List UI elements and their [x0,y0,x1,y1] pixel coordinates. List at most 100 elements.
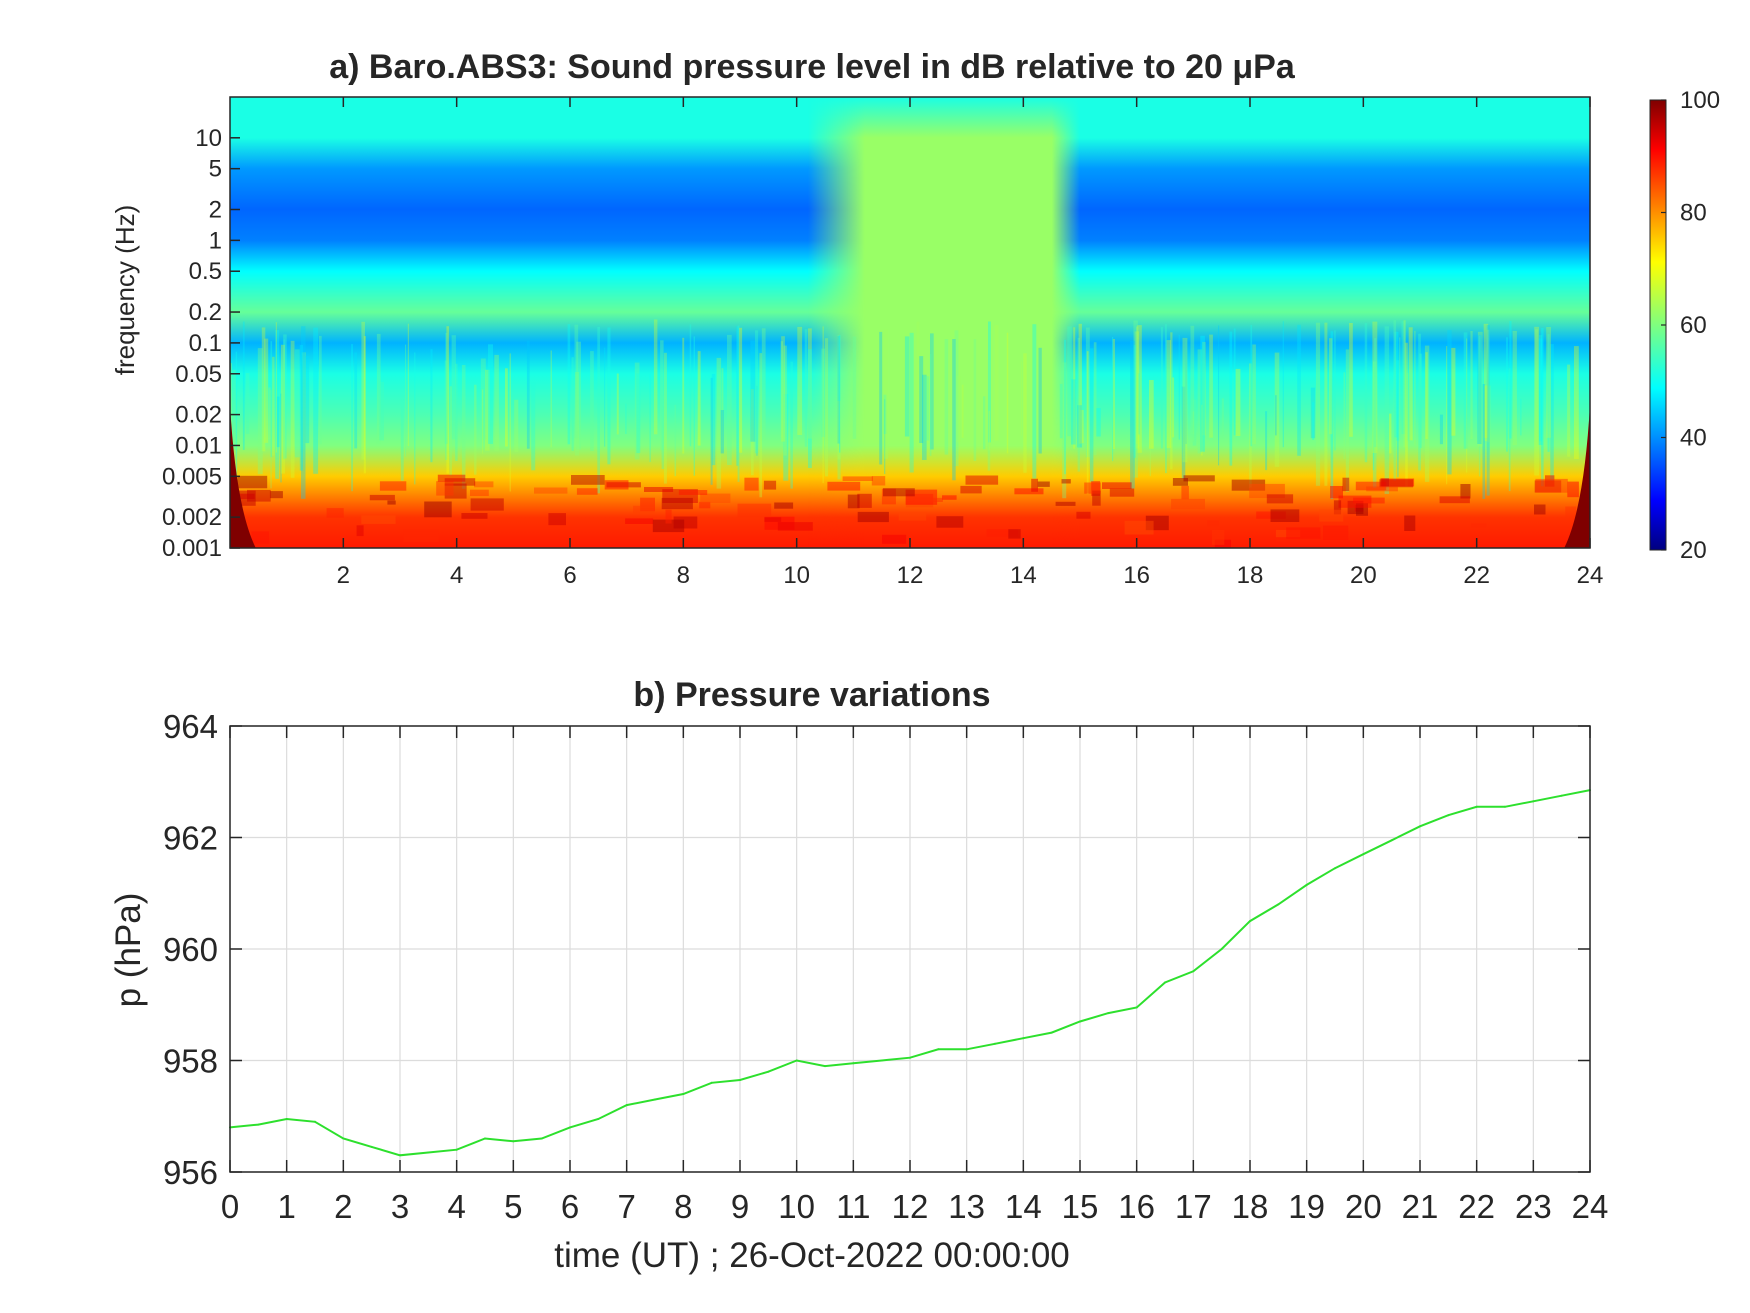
spectrogram-streak [1209,334,1213,438]
pressure-point [427,1151,430,1154]
pressure-x-tick-label: 1 [277,1188,295,1225]
pressure-point [795,1059,798,1062]
spectrogram-y-tick-label: 0.2 [189,299,222,326]
spectrogram-streak [653,319,658,435]
pressure-point [824,1065,826,1068]
pressure-point [484,1137,486,1140]
spectrogram-streak [1218,325,1220,466]
spectrogram-streak [634,362,640,460]
spectrogram-streak [451,335,456,440]
spectrogram-patch [936,516,964,528]
spectrogram-streak [1393,320,1397,481]
spectrogram-streak [1096,408,1101,437]
spectrogram-patch [652,519,685,533]
pressure-point [1362,853,1365,856]
pressure-point [399,1154,401,1157]
spectrogram-patch [1266,494,1294,504]
pressure-point [1135,1006,1138,1009]
spectrogram-patch [1567,481,1579,498]
spectrogram-patch [857,493,872,508]
pressure-y-label: p (hPa) [109,893,148,1008]
pressure-y-axis: 956 958 960 962 964 [163,708,1590,1191]
spectrogram-patch [633,505,655,514]
spectrogram-streak [783,394,789,481]
spectrogram-patch [470,498,504,511]
spectrogram-streak [1399,337,1401,440]
spectrogram-streak [682,337,685,454]
spectrogram-streak [1466,338,1468,473]
spectrogram-y-tick-label: 0.1 [189,330,222,357]
spectrogram-streak [649,374,651,462]
pressure-point [654,1098,656,1101]
pressure-x-tick-label: 20 [1345,1188,1382,1225]
spectrogram-x-tick-label: 8 [677,562,690,589]
spectrogram-elevated-band [230,97,1590,548]
spectrogram-streak [839,335,841,453]
spectrogram-patch [436,481,454,496]
spectrogram-streak [257,348,263,475]
spectrogram-streak [604,347,606,447]
spectrogram-streak [661,395,665,469]
spectrogram-patch [1460,484,1471,499]
spectrogram-streak [1535,329,1539,438]
spectrogram-streak [660,340,664,451]
spectrogram-streak [1265,411,1268,471]
spectrogram-x-tick-label: 6 [563,562,576,589]
pressure-point [852,1062,855,1065]
spectrogram-streak [1538,335,1543,442]
spectrogram-streak [1463,332,1468,449]
pressure-point [1192,970,1195,973]
spectrogram-streak [1133,345,1136,458]
spectrogram-streak [294,349,300,458]
pressure-point [739,1079,741,1081]
spectrogram-right-edge [1564,404,1590,548]
spectrogram-patch [403,529,439,543]
spectrogram-streak [272,356,275,456]
spectrogram-streak [909,332,914,473]
spectrogram-x-tick-label: 12 [897,562,924,589]
spectrogram-patch [1076,511,1091,519]
spectrogram-streak [505,368,508,447]
spectrogram-y-tick-label: 0.02 [175,402,222,429]
pressure-point [540,1137,543,1140]
pressure-point [1220,948,1223,950]
pressure-point [909,1056,911,1059]
spectrogram-streak [1397,331,1399,478]
pressure-point [880,1059,883,1062]
spectrogram-patch [737,503,772,518]
spectrogram-streak [1023,353,1027,473]
spectrogram-streak [884,399,886,474]
pressure-point [1305,883,1308,886]
pressure-point [1277,903,1280,906]
spectrogram-y-tick-label: 1 [209,227,222,254]
spectrogram-patch [269,491,283,499]
spectrogram-patch [678,490,708,495]
pressure-x-tick-label: 3 [391,1188,409,1225]
spectrogram-patch [898,513,927,521]
pressure-x-tick-label: 17 [1175,1188,1212,1225]
spectrogram-streak [232,369,237,450]
spectrogram-streak [1170,332,1173,470]
spectrogram-streak [1201,404,1203,456]
spectrogram-streak [1345,349,1350,492]
spectrogram-streak [929,353,932,456]
pressure-point [314,1120,316,1123]
spectrogram-streak [1343,372,1345,460]
pressure-point [597,1118,600,1120]
spectrogram-patch [424,501,452,518]
pressure-x-tick-label: 18 [1232,1188,1269,1225]
spectrogram-patch [1270,509,1300,522]
spectrogram-streak [883,394,887,434]
pressure-panel: 0 1 2 3 4 5 6 7 8 9 10 11 12 13 14 15 16 17 18 19 20 21 22 23 24… [109,676,1608,1275]
spectrogram-streak [242,321,245,450]
spectrogram-streak [1112,339,1115,449]
spectrogram-streak [988,411,991,451]
pressure-point [1504,805,1506,808]
spectrogram-streak [1071,379,1076,445]
pressure-point [257,1123,260,1126]
spectrogram-streak [852,336,857,439]
spectrogram-streak [1334,330,1336,451]
spectrogram-streak [482,389,484,454]
spectrogram-streak [710,377,713,485]
spectrogram-streak [270,341,273,458]
